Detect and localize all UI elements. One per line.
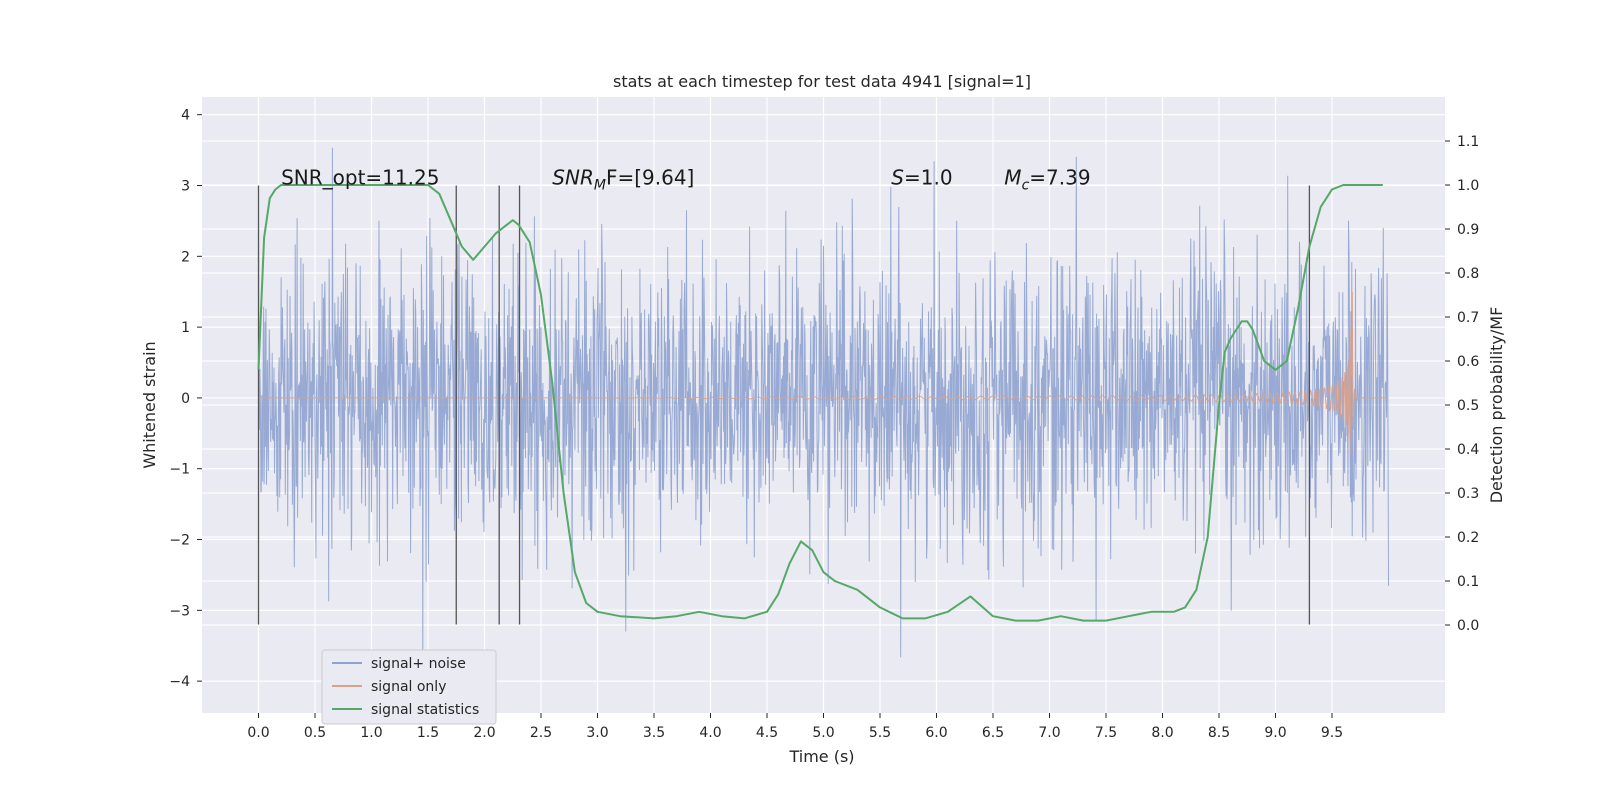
x-tick-label: 2.5 xyxy=(530,725,552,741)
x-tick-label: 5.0 xyxy=(812,725,834,741)
x-tick-label: 6.0 xyxy=(925,725,947,741)
legend: signal+ noise signal only signal statist… xyxy=(321,649,497,725)
x-tick-label: 7.5 xyxy=(1095,725,1117,741)
y-tick-label-right: 0.2 xyxy=(1457,530,1479,546)
y-tick-label-left: −1 xyxy=(169,462,190,478)
y-tick-label-right: 0.3 xyxy=(1457,486,1479,502)
x-tick-label: 1.0 xyxy=(360,725,382,741)
series-signal-noise xyxy=(258,147,1389,661)
y-tick-label-right: 0.8 xyxy=(1457,266,1479,282)
x-tick-label: 1.5 xyxy=(417,725,439,741)
annotations: SNR_opt=11.25 SNRMF=[9.64] S=1.0 Mc=7.39 xyxy=(281,166,1090,194)
legend-label-signal-noise: signal+ noise xyxy=(371,656,466,672)
x-tick-label: 4.0 xyxy=(699,725,721,741)
chart-title: stats at each timestep for test data 494… xyxy=(613,72,1031,91)
y-tick-label-left: −3 xyxy=(169,603,190,619)
y-tick-label-left: 1 xyxy=(181,320,190,336)
annotation-mc-stat: Mc=7.39 xyxy=(1004,166,1090,194)
x-tick-label: 0.0 xyxy=(247,725,269,741)
legend-label-signal-statistics: signal statistics xyxy=(371,702,479,718)
tick-labels: 0.0 0.5 1.0 1.5 2.0 2.5 3.0 3.5 4.0 4.5 5.0 5.5 6.0 6… xyxy=(169,108,1479,741)
annotation-snr-opt: SNR_opt=11.25 xyxy=(281,166,439,190)
y-axis-label-right: Detection probability/MF xyxy=(1487,307,1506,504)
x-tick-label: 8.5 xyxy=(1208,725,1230,741)
x-axis-label: Time (s) xyxy=(788,747,854,766)
x-tick-label: 6.5 xyxy=(982,725,1004,741)
vertical-markers xyxy=(257,185,1311,625)
legend-box xyxy=(321,649,497,725)
y-tick-label-right: 0.5 xyxy=(1457,398,1479,414)
y-tick-label-right: 1.1 xyxy=(1457,134,1479,150)
y-tick-label-right: 1.0 xyxy=(1457,178,1479,194)
y-tick-label-left: 3 xyxy=(181,179,190,195)
y-tick-label-left: 2 xyxy=(181,249,190,265)
annotation-s-stat: S=1.0 xyxy=(891,166,952,190)
y-tick-label-right: 0.1 xyxy=(1457,574,1479,590)
x-tick-label: 9.0 xyxy=(1264,725,1286,741)
x-tick-label: 0.5 xyxy=(304,725,326,741)
y-tick-label-right: 0.4 xyxy=(1457,442,1479,458)
x-tick-label: 7.0 xyxy=(1038,725,1060,741)
y-tick-label-left: −4 xyxy=(169,674,190,690)
series-signal-statistics xyxy=(257,184,1383,622)
x-tick-label: 3.0 xyxy=(586,725,608,741)
y-tick-label-right: 0.7 xyxy=(1457,310,1479,326)
x-tick-label: 9.5 xyxy=(1321,725,1343,741)
y-axis-label-left: Whitened strain xyxy=(140,341,159,468)
x-tick-label: 5.5 xyxy=(869,725,891,741)
y-tick-label-right: 0.0 xyxy=(1457,618,1479,634)
x-tick-label: 2.0 xyxy=(473,725,495,741)
y-tick-label-left: 0 xyxy=(181,391,190,407)
x-tick-label: 4.5 xyxy=(756,725,778,741)
signal-trace xyxy=(258,291,1389,454)
y-tick-label-left: −2 xyxy=(169,533,190,549)
y-tick-label-left: 4 xyxy=(181,108,190,124)
legend-label-signal-only: signal only xyxy=(371,679,446,695)
x-tick-label: 3.5 xyxy=(643,725,665,741)
y-tick-label-right: 0.6 xyxy=(1457,354,1479,370)
statistics-trace xyxy=(257,184,1383,622)
x-tick-label: 8.0 xyxy=(1151,725,1173,741)
y-tick-label-right: 0.9 xyxy=(1457,222,1479,238)
noise-trace xyxy=(258,147,1389,661)
series-signal-only xyxy=(258,291,1389,454)
annotation-snr-mf: SNRMF=[9.64] xyxy=(552,166,694,194)
